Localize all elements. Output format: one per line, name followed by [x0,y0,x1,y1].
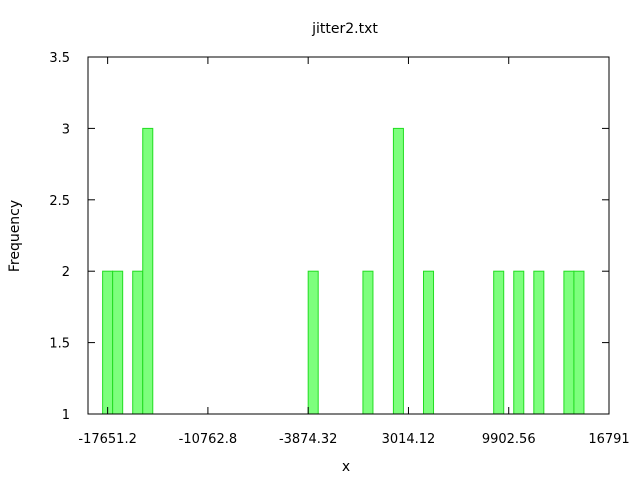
y-tick-label-2: 2 [62,265,70,280]
y-tick-label-4: 3 [62,122,70,137]
x-axis-label: x [342,459,350,475]
bar-6 [392,127,404,415]
y-tick-label-1: 1.5 [49,337,70,352]
bar-10 [533,270,545,415]
bar-3 [142,127,154,415]
bar-5 [362,270,374,415]
bar-4 [307,270,319,415]
bar-12 [573,270,585,415]
x-tick-label-5: 16791 [588,432,629,447]
bar-8 [493,270,505,415]
x-tick-label-0: -17651.2 [78,432,136,447]
x-tick-label-4: 9902.56 [482,432,536,447]
y-tick-label-5: 3.5 [49,51,70,66]
bar-2 [132,270,144,415]
x-tick-label-3: 3014.12 [382,432,436,447]
y-axis-label: Frequency [7,200,23,272]
plot-frame [87,56,610,415]
bar-9 [513,270,525,415]
bar-1 [112,270,124,415]
y-axis: 1 1.5 2 2.5 3 3.5 [49,51,609,423]
y-tick-label-3: 2.5 [49,194,70,209]
x-tick-label-2: -3874.32 [279,432,337,447]
bars-group [102,127,585,415]
bar-0 [102,270,114,415]
x-tick-label-1: -10762.8 [179,432,237,447]
chart-title: jitter2.txt [311,21,378,37]
x-axis: -17651.2 -10762.8 -3874.32 3014.12 9902.56 16… [78,57,630,447]
bar-7 [422,270,435,415]
bar-11 [563,270,575,415]
y-tick-label-0: 1 [62,408,70,423]
